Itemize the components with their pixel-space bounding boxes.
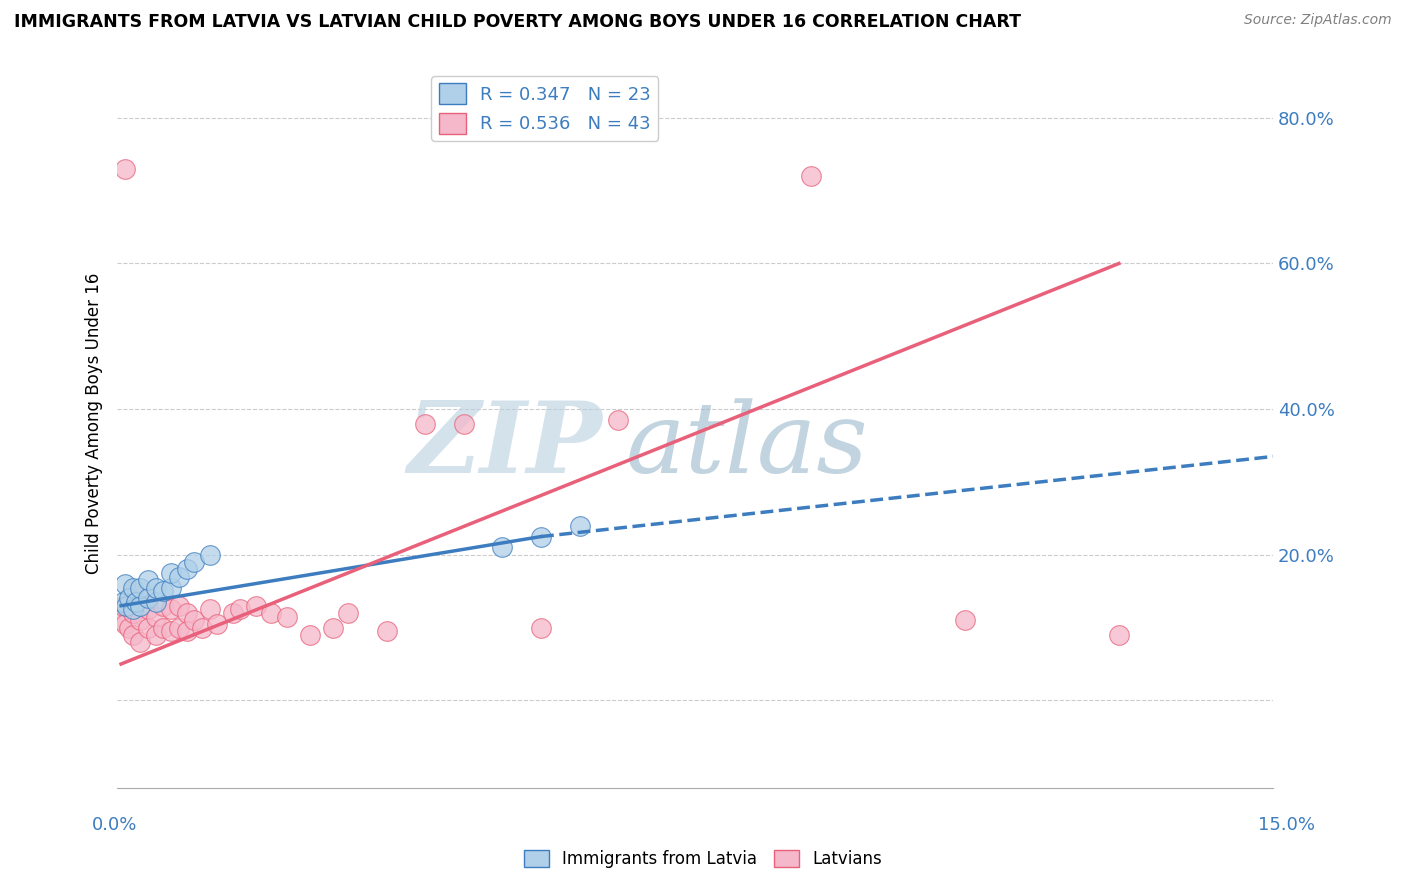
Point — [121, 584, 143, 599]
Point — [198, 548, 221, 562]
Text: 0.0%: 0.0% — [91, 816, 136, 834]
Point — [337, 606, 360, 620]
Point — [530, 621, 553, 635]
Point — [118, 621, 141, 635]
Point — [607, 413, 630, 427]
Point — [115, 599, 138, 613]
Point — [118, 591, 141, 606]
Point — [167, 599, 190, 613]
Point — [183, 555, 205, 569]
Point — [176, 624, 198, 639]
Point — [415, 417, 437, 431]
Point — [121, 581, 143, 595]
Point — [207, 617, 229, 632]
Point — [160, 602, 183, 616]
Point — [568, 518, 591, 533]
Point — [145, 609, 167, 624]
Point — [198, 602, 221, 616]
Point — [176, 606, 198, 620]
Point — [114, 617, 136, 632]
Point — [953, 613, 976, 627]
Point — [112, 599, 135, 613]
Point — [129, 591, 152, 606]
Legend: R = 0.347   N = 23, R = 0.536   N = 43: R = 0.347 N = 23, R = 0.536 N = 43 — [432, 76, 658, 141]
Point — [136, 602, 159, 616]
Point — [245, 599, 267, 613]
Point — [145, 628, 167, 642]
Point — [125, 595, 148, 609]
Point — [160, 581, 183, 595]
Point — [114, 161, 136, 176]
Point — [375, 624, 398, 639]
Point — [453, 417, 475, 431]
Point — [110, 613, 132, 627]
Point — [129, 613, 152, 627]
Point — [1108, 628, 1130, 642]
Text: ZIP: ZIP — [408, 397, 603, 494]
Point — [298, 628, 321, 642]
Point — [491, 541, 513, 555]
Point — [112, 595, 135, 609]
Point — [322, 621, 344, 635]
Point — [121, 602, 143, 616]
Point — [145, 581, 167, 595]
Text: IMMIGRANTS FROM LATVIA VS LATVIAN CHILD POVERTY AMONG BOYS UNDER 16 CORRELATION : IMMIGRANTS FROM LATVIA VS LATVIAN CHILD … — [14, 13, 1021, 31]
Point — [152, 584, 174, 599]
Point — [152, 599, 174, 613]
Point — [167, 621, 190, 635]
Point — [160, 624, 183, 639]
Point — [136, 621, 159, 635]
Point — [129, 599, 152, 613]
Point — [129, 581, 152, 595]
Point — [222, 606, 245, 620]
Point — [800, 169, 823, 183]
Text: Source: ZipAtlas.com: Source: ZipAtlas.com — [1244, 13, 1392, 28]
Text: atlas: atlas — [626, 398, 869, 493]
Y-axis label: Child Poverty Among Boys Under 16: Child Poverty Among Boys Under 16 — [86, 273, 103, 574]
Point — [160, 566, 183, 580]
Point — [114, 577, 136, 591]
Point — [136, 574, 159, 588]
Point — [260, 606, 283, 620]
Point — [191, 621, 214, 635]
Point — [121, 628, 143, 642]
Point — [129, 635, 152, 649]
Point — [152, 621, 174, 635]
Point — [183, 613, 205, 627]
Point — [136, 591, 159, 606]
Point — [229, 602, 252, 616]
Point — [167, 569, 190, 583]
Point — [145, 595, 167, 609]
Legend: Immigrants from Latvia, Latvians: Immigrants from Latvia, Latvians — [517, 843, 889, 875]
Text: 15.0%: 15.0% — [1257, 816, 1315, 834]
Point — [530, 530, 553, 544]
Point — [276, 609, 298, 624]
Point — [121, 606, 143, 620]
Point — [176, 562, 198, 576]
